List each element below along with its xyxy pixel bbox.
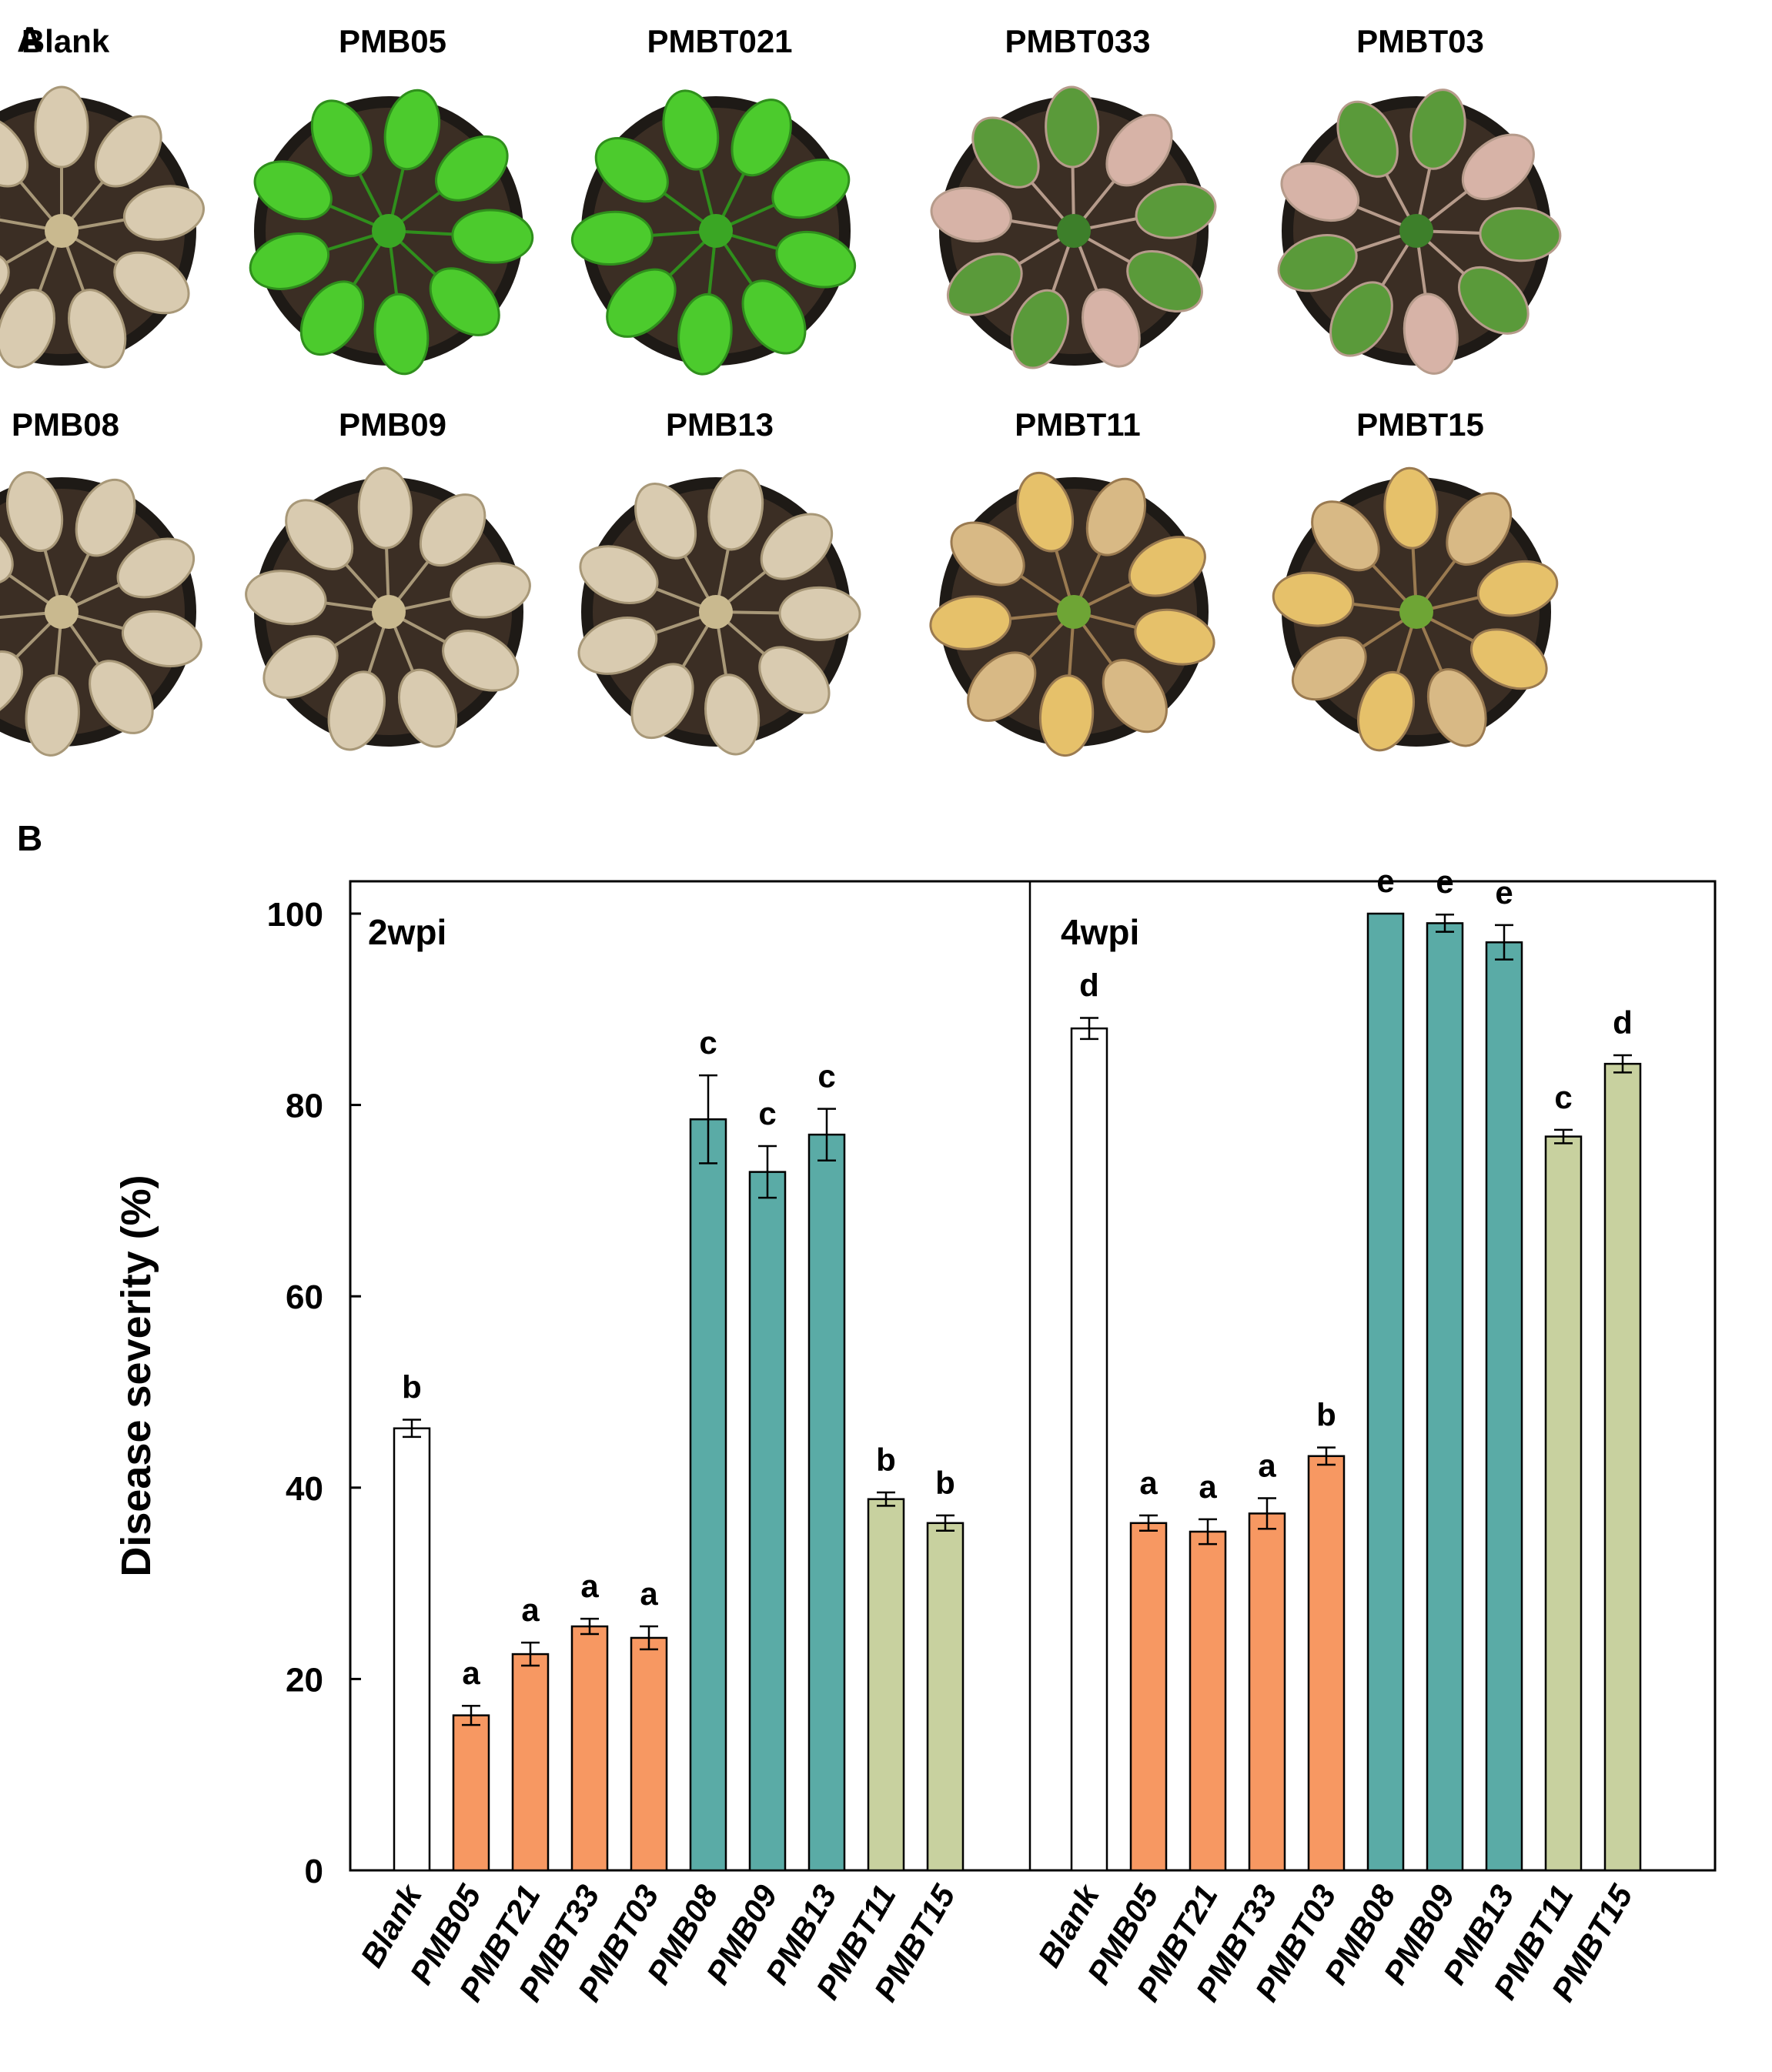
bar [1189,1530,1227,1872]
significance-letter: a [1139,1465,1158,1501]
significance-letter: c [1554,1079,1572,1115]
significance-letter: b [1316,1397,1336,1433]
bar [1544,1135,1583,1872]
significance-letter: a [640,1576,658,1612]
bar [511,1653,550,1872]
plant-label: PMB08 [11,406,120,443]
y-tick-label: 60 [286,1278,323,1316]
bar [1129,1522,1168,1872]
bar [393,1427,431,1872]
plant-label: PMB13 [665,406,774,443]
significance-letter: a [1258,1447,1276,1483]
y-tick-label: 40 [286,1470,323,1508]
significance-letter: a [521,1592,540,1628]
plant-photo [249,89,534,376]
plant-label: PMBT021 [647,23,793,59]
bar [1603,1062,1642,1872]
bar [807,1133,846,1872]
bar [748,1171,787,1872]
plant-photo [577,469,861,756]
panel-a-letter: A [17,19,43,59]
bar [1426,922,1464,1872]
bar [452,1714,490,1872]
plant-label: PMBT03 [1356,23,1484,59]
plant-label: PMBT15 [1356,406,1484,443]
bar [867,1498,905,1872]
group-label: 4wpi [1061,912,1139,952]
plant-photo [570,89,857,376]
bar [1366,912,1405,1872]
y-tick-label: 20 [286,1661,323,1699]
significance-letter: c [758,1095,776,1131]
plant-photo [1272,466,1559,752]
significance-letter: d [1613,1004,1633,1041]
significance-letter: b [935,1465,955,1501]
bar [1248,1512,1286,1872]
bar [1307,1455,1346,1872]
bar [630,1636,668,1872]
y-tick-label: 100 [267,896,323,934]
group-label: 2wpi [368,912,446,952]
plant-label: Blank [21,23,110,59]
plant-label: PMBT11 [1015,406,1141,443]
significance-letter: a [580,1568,599,1604]
y-axis-label: Disease severity (%) [113,1175,159,1576]
y-tick-label: 80 [286,1088,323,1125]
plant-label: PMBT033 [1005,23,1151,59]
plot-frame [349,880,1717,1872]
significance-letter: d [1079,967,1099,1003]
significance-letter: e [1495,874,1513,911]
bar [570,1625,609,1872]
bar [1070,1027,1108,1872]
significance-letter: b [876,1442,896,1478]
significance-letter: c [699,1024,717,1061]
plant-photo [0,85,205,369]
plant-photo [0,471,202,757]
significance-letter: c [817,1058,835,1094]
plant-label: PMB05 [338,23,447,59]
significance-letter: a [1199,1469,1217,1505]
significance-letter: a [462,1655,480,1691]
bar [689,1118,727,1872]
panel-b-letter: B [17,818,43,858]
significance-letter: e [1376,863,1394,899]
bar [1485,941,1523,1872]
plant-label: PMB09 [338,406,447,443]
bar [926,1522,965,1872]
plant-photo [930,85,1217,369]
significance-letter: b [402,1369,422,1405]
significance-letter: e [1436,864,1453,900]
plant-photo [245,466,531,751]
plant-photo [929,471,1215,757]
y-tick-label: 0 [305,1853,323,1890]
plant-photo [1277,89,1562,375]
